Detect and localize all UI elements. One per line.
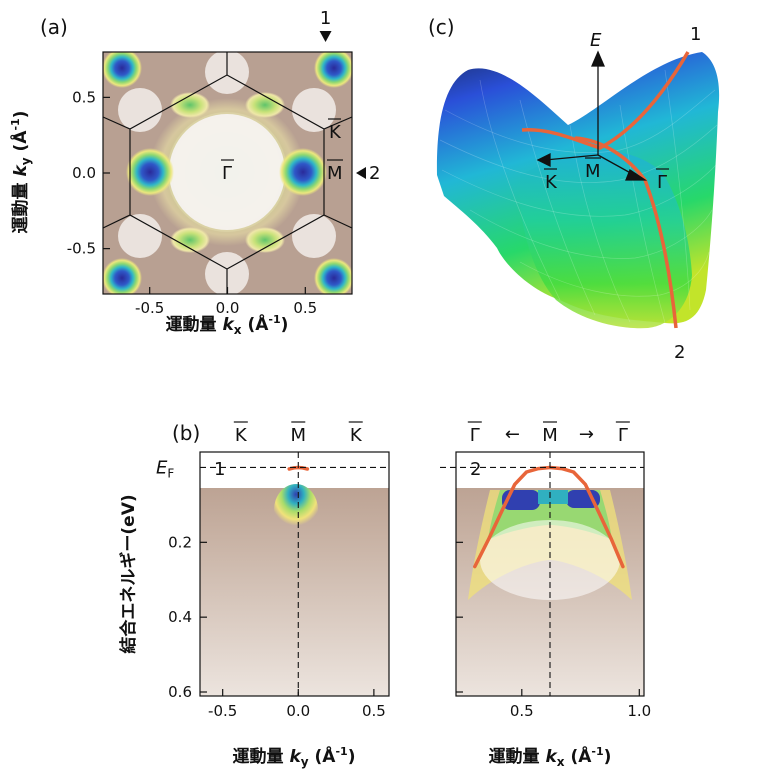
panel-b2-y-ticks [456, 541, 463, 693]
b1-y-tick-label: 0.6 [168, 683, 192, 701]
saddle-surface [436, 52, 720, 329]
b2-arrow-right: → [579, 424, 594, 445]
panel-b1-x-ticks: -0.5 0.0 0.5 [208, 689, 386, 720]
a-y-tick-label: -0.5 [67, 240, 96, 258]
panel-a-letter: (a) [40, 15, 68, 39]
cut-marker-1-label: 1 [320, 8, 331, 29]
m-point-label: M [327, 163, 343, 184]
fermi-level-label: EF [156, 457, 174, 480]
b1-x-tick-label: 0.0 [286, 702, 310, 720]
panel-b2-cut-label: 2 [470, 459, 481, 480]
b2-arrow-left: ← [505, 424, 520, 445]
surface-curve-2-label: 2 [674, 342, 685, 363]
a-y-tick-label: 0.5 [72, 88, 96, 106]
b1-x-tick-label: -0.5 [208, 702, 237, 720]
a-x-tick-label: 0.5 [293, 299, 317, 317]
b1-top-label: M [291, 425, 307, 446]
b2-x-tick-label: 0.5 [510, 702, 534, 720]
energy-axis-label: E [590, 30, 602, 51]
b1-top-label: K [235, 425, 248, 446]
a-y-tick-label: 0.0 [72, 164, 96, 182]
b2-top-label: Γ [470, 425, 480, 446]
panel-a-x-ticks: -0.5 0.0 0.5 [135, 287, 317, 317]
surface-axes [536, 50, 648, 181]
panel-b2-top-labels: Γ M Γ ← → [467, 421, 630, 446]
b2-x-tick-label: 1.0 [627, 702, 651, 720]
panel-b2-x-axis-title: 運動量 kx (Å-1) [489, 744, 612, 769]
b1-top-label: K [350, 425, 363, 446]
a-x-tick-label: 0.0 [216, 299, 240, 317]
b2-top-label: Γ [618, 425, 628, 446]
panel-a-y-axis-title: 運動量 ky (Å-1) [8, 111, 33, 234]
panel-b1-y-ticks: 0.2 0.4 0.6 [168, 533, 207, 701]
cut-marker-2-arrow [356, 167, 366, 179]
panel-b1-heatmap [200, 452, 389, 696]
surface-k-label: K [545, 172, 558, 193]
cut-marker-2-label: 2 [369, 163, 380, 184]
b1-x-tick-label: 0.5 [362, 702, 386, 720]
panel-b-letter: (b) [172, 421, 200, 445]
panel-a-y-ticks: 0.5 0.0 -0.5 [67, 88, 110, 258]
panel-c-letter: (c) [428, 15, 455, 39]
surface-m-label: M [585, 161, 601, 182]
panel-b2-x-ticks: 0.5 1.0 [510, 689, 651, 720]
surface-curve-1-label: 1 [690, 24, 701, 45]
panel-b1-x-axis-title: 運動量 ky (Å-1) [233, 744, 356, 769]
panel-b-y-axis-title: 結合エネルギー(eV) [118, 494, 139, 653]
panel-b1-cut-label: 1 [214, 459, 225, 480]
panel-a-cut-markers: 12 [319, 8, 380, 184]
b2-top-label: M [542, 425, 558, 446]
k-point-label: K [329, 122, 342, 143]
cut-marker-1-arrow [319, 31, 332, 42]
surface-band-curves [521, 51, 690, 329]
gamma-point-label: Γ [222, 163, 232, 184]
zone-edge-lines [102, 52, 353, 294]
surface-gamma-label: Γ [657, 172, 667, 193]
b1-y-tick-label: 0.2 [168, 533, 192, 551]
panel-b1-frame [199, 451, 390, 697]
panel-a-heatmap [103, 52, 352, 294]
panel-a-x-axis-title: 運動量 kx (Å-1) [166, 312, 289, 337]
a-x-tick-label: -0.5 [135, 299, 164, 317]
b1-y-tick-label: 0.4 [168, 608, 192, 626]
